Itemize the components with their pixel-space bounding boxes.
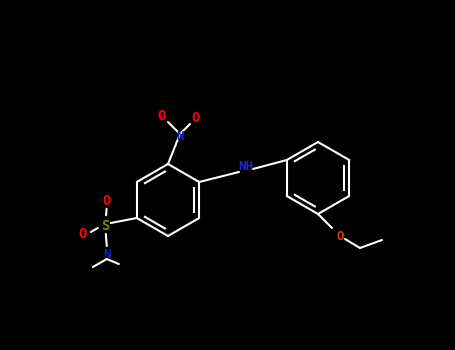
Text: O: O — [192, 111, 200, 125]
Text: NH: NH — [238, 161, 253, 174]
Text: O: O — [79, 227, 87, 241]
Text: S: S — [101, 219, 109, 233]
Text: N: N — [176, 130, 184, 142]
Text: O: O — [158, 109, 166, 123]
Text: N: N — [103, 247, 111, 260]
Text: O: O — [336, 230, 344, 243]
Text: O: O — [103, 194, 111, 208]
